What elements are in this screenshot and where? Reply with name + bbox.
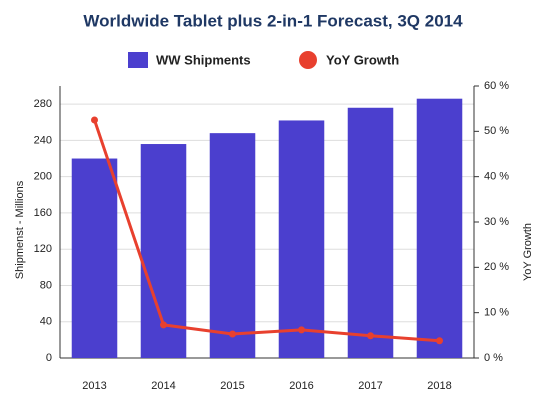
line-point xyxy=(436,337,443,345)
legend-label: WW Shipments xyxy=(156,52,251,67)
legend-swatch xyxy=(299,51,317,69)
x-tick-label: 2017 xyxy=(358,380,382,392)
y-axis-title: Shipmenst - Millions xyxy=(14,180,26,279)
line-point xyxy=(298,326,305,334)
y-tick-label: 200 xyxy=(34,171,52,183)
y-tick-label: 160 xyxy=(34,207,52,219)
line-point xyxy=(160,321,167,329)
y2-tick-label: 40 % xyxy=(484,171,509,183)
line-point xyxy=(229,330,236,338)
y2-tick-label: 30 % xyxy=(484,216,509,228)
y-tick-label: 240 xyxy=(34,134,52,146)
y-tick-label: 80 xyxy=(40,279,52,291)
bar xyxy=(209,133,256,358)
y-tick-label: 40 xyxy=(40,316,52,328)
y2-tick-label: 20 % xyxy=(484,261,509,273)
chart-title: Worldwide Tablet plus 2-in-1 Forecast, 3… xyxy=(83,11,463,30)
y2-axis-title: YoY Growth xyxy=(522,223,534,281)
y2-tick-label: 60 % xyxy=(484,80,509,92)
bar xyxy=(416,98,463,359)
x-tick-label: 2014 xyxy=(151,380,175,392)
line-point xyxy=(367,332,374,340)
bar xyxy=(347,107,394,358)
x-tick-label: 2015 xyxy=(220,380,244,392)
line xyxy=(93,119,440,343)
x-tick-label: 2013 xyxy=(82,380,106,392)
y2-tick-label: 0 % xyxy=(484,352,503,364)
x-tick-label: 2016 xyxy=(289,380,313,392)
y-tick-label: 120 xyxy=(34,243,52,255)
legend-label: YoY Growth xyxy=(326,52,399,67)
legend-swatch xyxy=(128,52,148,68)
y2-tick-label: 10 % xyxy=(484,307,509,319)
y2-tick-label: 50 % xyxy=(484,125,509,137)
bar xyxy=(71,158,118,358)
y-tick-label: 280 xyxy=(34,98,52,110)
x-tick-label: 2018 xyxy=(427,380,451,392)
line-point xyxy=(91,116,98,124)
bar xyxy=(278,120,325,358)
y-tick-label: 0 xyxy=(46,352,52,364)
